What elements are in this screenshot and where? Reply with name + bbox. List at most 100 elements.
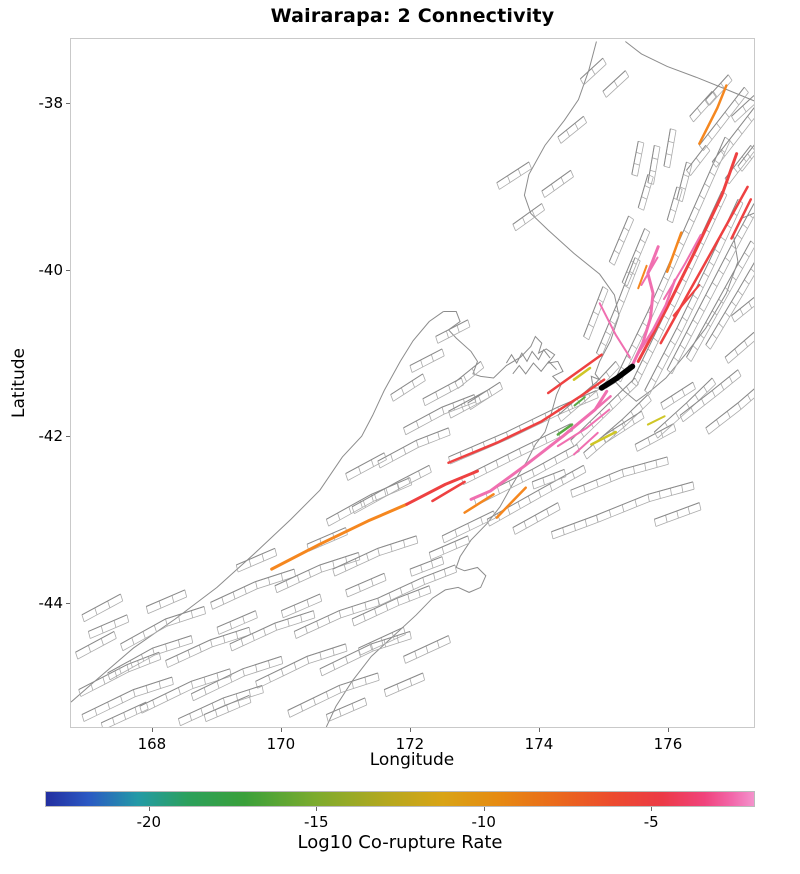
fault-trace [352, 586, 429, 619]
coastline-path [524, 41, 754, 401]
fault-trace-cells [391, 374, 426, 401]
fault-trace [436, 320, 468, 337]
fault-trace [326, 478, 410, 520]
fault-trace [596, 482, 692, 515]
fault-trace-cells [403, 395, 475, 435]
fault-trace [326, 698, 365, 715]
fault-trace-cells [333, 536, 418, 576]
source-fault-black [602, 366, 633, 388]
highlight-fault [575, 397, 585, 405]
x-tick-label: 174 [524, 735, 554, 753]
x-tick-label: 168 [137, 735, 167, 753]
fault-trace-cells [725, 332, 754, 363]
highlight-fault [667, 233, 681, 272]
fault-trace-cells [638, 174, 653, 210]
highlight-fault [664, 235, 701, 299]
highlight-fault [600, 303, 630, 357]
fault-trace [384, 673, 423, 690]
fault-trace [461, 424, 570, 478]
fault-trace-cells [76, 631, 117, 659]
fault-trace [423, 378, 462, 399]
fault-trace-cells [121, 607, 206, 651]
fault-trace [706, 258, 754, 345]
fault-trace [191, 656, 281, 693]
fault-trace-cells [680, 370, 741, 422]
fault-trace [584, 287, 603, 337]
fault-trace [648, 145, 654, 182]
fault-trace [429, 536, 468, 553]
fault-trace [667, 204, 754, 370]
fault-trace [108, 636, 192, 673]
x-tick-label: 170 [266, 735, 296, 753]
fault-trace-cells [654, 503, 701, 527]
fault-trace-cells [410, 557, 444, 577]
y-tick-mark [66, 436, 70, 438]
coastline-path [625, 41, 754, 102]
fault-trace [391, 374, 423, 395]
x-tick-mark [538, 728, 540, 732]
fault-trace-cells [384, 673, 424, 697]
highlight-fault [449, 380, 605, 463]
fault-trace-cells [677, 162, 692, 202]
highlight-fault [497, 488, 526, 518]
fault-trace [217, 611, 256, 628]
fault-trace-cells [468, 382, 503, 409]
fault-trace [558, 116, 584, 137]
fault-trace-cells [108, 636, 193, 680]
fault-trace [121, 607, 205, 644]
y-tick-label: -40 [38, 260, 64, 279]
fault-trace-cells [487, 465, 586, 526]
fault-trace [532, 469, 564, 481]
fault-trace [333, 536, 417, 569]
fault-trace [664, 129, 670, 166]
fault-trace-cells [178, 685, 263, 725]
fault-trace [468, 382, 500, 403]
x-tick-mark [280, 728, 282, 732]
highlight-fault [638, 266, 646, 288]
fault-trace-cells [294, 598, 379, 638]
highlight-fault [674, 285, 700, 316]
fault-trace [178, 685, 262, 718]
coastline-path [326, 312, 563, 727]
fault-trace [410, 349, 442, 366]
page-title: Wairarapa: 2 Connectivity [270, 5, 555, 27]
y-tick-mark [66, 269, 70, 271]
highlight-fault [574, 368, 590, 380]
fault-trace-cells [580, 58, 606, 85]
highlight-fault [567, 396, 610, 432]
fault-trace [79, 652, 159, 689]
fault-trace-cells [551, 515, 598, 539]
highlight-fault [641, 258, 657, 285]
fault-trace-cells [211, 569, 296, 609]
colorbar-tick-label: -20 [136, 813, 162, 831]
fault-trace-cells [378, 565, 457, 605]
fault-trace [542, 170, 571, 191]
fault-trace-cells [410, 349, 444, 373]
colorbar-tick-mark [316, 807, 318, 811]
fault-trace [686, 145, 705, 170]
fault-trace [82, 677, 172, 714]
fault-trace [661, 382, 693, 403]
y-tick-label: -44 [38, 594, 64, 612]
fault-trace [346, 573, 385, 590]
x-tick-label: 176 [653, 735, 683, 753]
fault-trace [358, 627, 403, 648]
fault-trace-cells [706, 386, 754, 434]
fault-trace [211, 569, 295, 602]
highlight-fault [638, 154, 736, 362]
colorbar-gradient [46, 792, 754, 806]
fault-trace [725, 332, 754, 357]
fault-trace [603, 71, 626, 92]
highlight-fault [558, 410, 609, 447]
fault-trace [706, 386, 754, 428]
fault-trace [275, 553, 359, 586]
colorbar-tick-mark [148, 807, 150, 811]
fault-trace [88, 615, 127, 632]
fault-trace [140, 669, 230, 706]
fault-trace [731, 96, 754, 117]
fault-trace-cells [82, 677, 173, 721]
fault-trace [166, 627, 250, 660]
fault-trace [680, 370, 738, 416]
fault-trace-cells [455, 361, 484, 388]
fault-trace-cells [648, 145, 660, 184]
